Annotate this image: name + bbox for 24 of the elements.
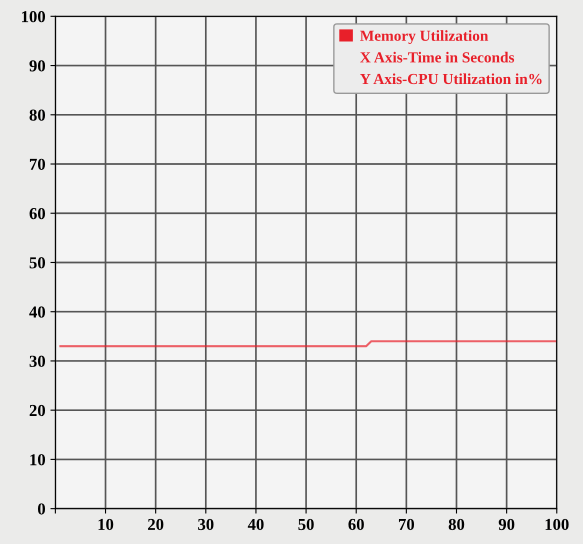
annotation: Y Axis-CPU Utilization in%	[360, 73, 542, 84]
y-tick-label: 10	[30, 454, 46, 466]
annotation: X Axis-Time in Seconds	[360, 52, 514, 63]
x-tick-label: 50	[298, 518, 314, 530]
y-tick-label: 30	[30, 356, 46, 367]
y-tick-label: 60	[30, 208, 46, 220]
x-tick-label: 30	[198, 518, 214, 530]
y-tick-label: 50	[30, 257, 46, 268]
legend-label: Memory Utilization	[360, 30, 488, 44]
y-tick-label: 20	[30, 404, 46, 416]
y-tick-label: 80	[30, 109, 46, 121]
x-tick-label: 60	[348, 518, 364, 530]
x-tick-label: 40	[248, 518, 264, 530]
y-tick-label: 100	[22, 11, 46, 22]
y-tick-label: 90	[29, 60, 46, 72]
x-tick-label: 90	[498, 518, 514, 530]
x-tick-label: 80	[448, 518, 464, 530]
y-tick-label: 40	[29, 306, 46, 318]
x-tick-label: 20	[148, 518, 164, 530]
y-tick-label: 70	[30, 158, 46, 170]
x-tick-label: 100	[546, 518, 569, 530]
y-tick-label: 0	[38, 503, 46, 515]
x-tick-label: 70	[398, 518, 414, 530]
x-tick-label: 10	[98, 518, 114, 530]
